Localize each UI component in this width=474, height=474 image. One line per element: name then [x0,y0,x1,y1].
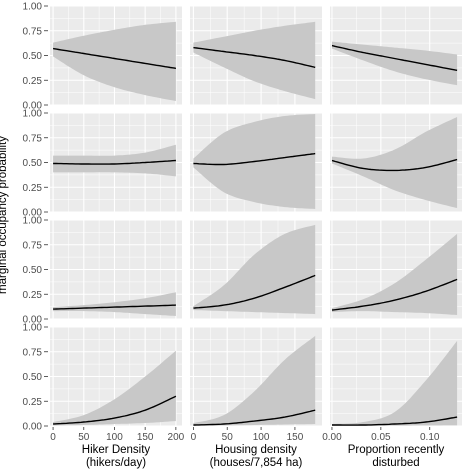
y-tick-label: 1.00 [23,323,43,334]
facet-panel [50,5,182,106]
y-tick-label: 0.75 [23,26,43,37]
facet-panel [190,112,322,213]
y-tick-label: 1.00 [23,2,43,13]
y-tick-label: 0.25 [23,397,43,408]
x-tick-label: 0.10 [420,432,440,443]
series-line [331,278,458,311]
y-tick-label: 1.00 [23,216,43,227]
confidence-ribbon [53,292,176,316]
y-tick-label: 0.00 [23,315,43,326]
y-tick-label: 0.50 [23,51,43,62]
y-axis-title-group: marginal occupancy probability [0,136,9,294]
x-tick-label: 50 [78,432,90,443]
facet-panel [190,5,322,106]
x-axis-titles: Hiker Density(hikers/day) Housing density… [82,444,445,469]
x-axis-title: disturbed [372,457,419,469]
x-tick-label: 100 [253,432,270,443]
y-tick-label: 0.50 [23,158,43,169]
y-tick-label: 0.75 [23,347,43,358]
x-tick-label: 100 [106,432,123,443]
x-axis-title: (hikers/day) [86,457,146,469]
confidence-ribbon [193,335,316,426]
x-axis-title: Hiker Density [82,444,151,456]
confidence-ribbon [332,340,458,426]
facet-panels: 0.000.250.500.751.000.000.250.500.751.00… [23,2,462,443]
y-tick-label: 0.75 [23,240,43,251]
confidence-ribbon [332,233,458,315]
y-tick-label: 0.00 [23,208,43,219]
x-tick-label: 50 [222,432,234,443]
series-line [53,47,177,70]
series-line [193,152,316,166]
confidence-ribbon [193,21,316,100]
x-tick-label: 150 [137,432,154,443]
facet-panel [50,219,182,320]
y-tick-label: 0.00 [23,422,43,433]
facet-panel [330,326,462,427]
series-line [331,158,458,172]
x-tick-label: 0 [50,432,56,443]
y-tick-label: 1.00 [23,109,43,120]
y-tick-label: 0.25 [23,76,43,87]
x-axis-title: Housing density [215,444,297,456]
confidence-ribbon [53,144,176,177]
y-axis-title: marginal occupancy probability [0,136,9,294]
series-line [53,395,177,425]
facet-panel [190,219,322,320]
x-tick-label: 150 [287,432,304,443]
facet-panel [190,326,322,427]
y-tick-label: 0.50 [23,265,43,276]
x-tick-label: 0 [191,432,197,443]
facet-panel [50,326,182,427]
x-tick-label: 0.00 [322,432,342,443]
y-tick-label: 0.75 [23,133,43,144]
y-tick-label: 0.00 [23,101,43,112]
series-line [193,46,316,69]
confidence-ribbon [53,21,176,101]
y-tick-label: 0.50 [23,372,43,383]
facet-panel [330,112,462,213]
facet-panel [330,219,462,320]
y-tick-label: 0.25 [23,183,43,194]
series-line [331,44,458,71]
series-line [53,159,176,165]
y-tick-label: 0.25 [23,290,43,301]
facet-panel [330,5,462,106]
x-axis-title: (houses/7,854 ha) [210,457,303,469]
facet-panel [50,112,182,213]
x-tick-label: 200 [168,432,185,443]
series-line [193,274,316,309]
series-line [332,416,458,426]
x-axis-title: Proportion recently [348,444,445,456]
series-line [193,409,316,426]
confidence-ribbon [193,224,316,315]
series-line [53,304,176,310]
confidence-ribbon [332,117,458,208]
confidence-ribbon [53,350,176,426]
x-tick-label: 0.05 [371,432,391,443]
